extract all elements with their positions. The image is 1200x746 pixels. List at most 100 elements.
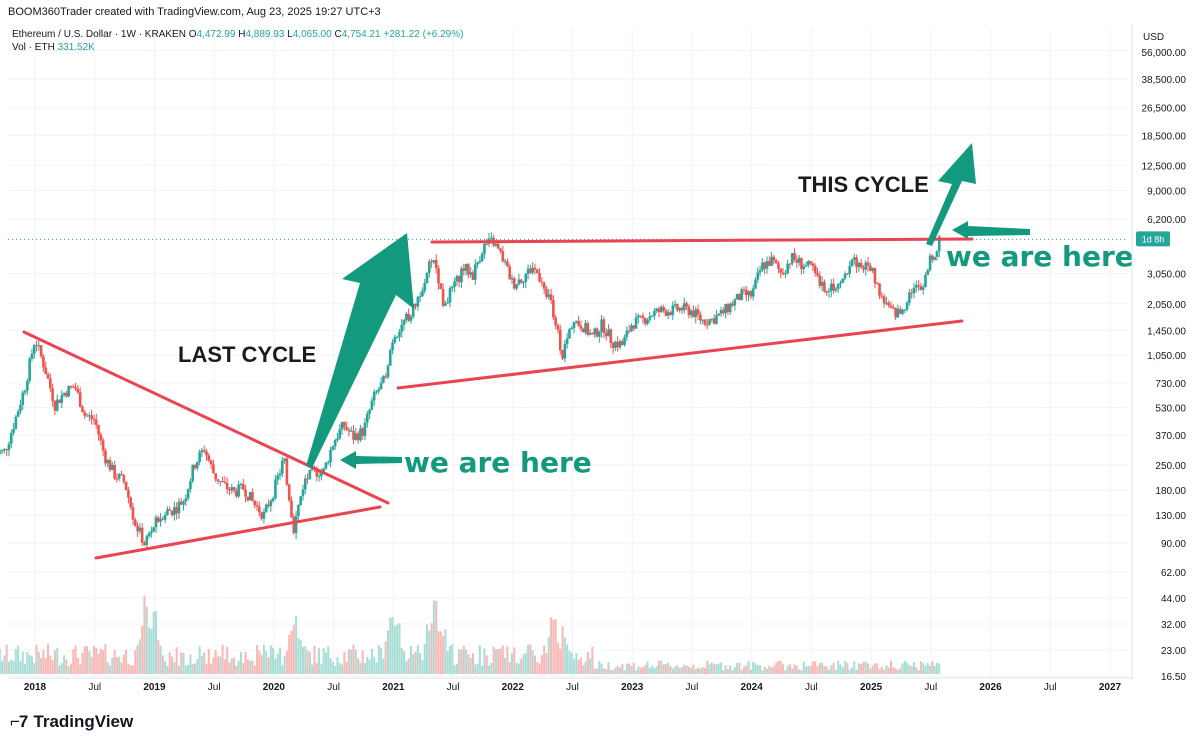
volume-bar <box>292 624 295 674</box>
candle-body <box>200 450 204 453</box>
tradingview-logo[interactable]: ⌐7 TradingView <box>10 712 133 732</box>
candle-body <box>439 283 443 290</box>
volume-bar <box>821 662 824 674</box>
price-axis-tick: 56,000.00 <box>1142 48 1187 59</box>
candle-body <box>563 344 567 359</box>
volume-bar <box>180 652 183 674</box>
candle-body <box>175 507 178 514</box>
price-axis[interactable]: USD 56,000.00 38,500.00 26,500.00 18,500.00 1… <box>1131 24 1187 683</box>
volume-bar <box>97 653 100 674</box>
candle-body <box>26 380 29 391</box>
volume-bar <box>591 646 594 674</box>
candle-body <box>643 317 647 324</box>
volume-bar <box>511 653 514 674</box>
candle-body <box>577 321 580 326</box>
candle-body <box>807 261 810 266</box>
candle-body <box>627 330 631 332</box>
volume-bar <box>485 655 488 674</box>
volume-bar <box>352 644 355 674</box>
candle-body <box>620 341 624 345</box>
legend-c-value: 4,754.21 <box>342 29 384 40</box>
volume-bar <box>246 659 249 674</box>
candle-body <box>568 329 571 339</box>
volume-bar <box>51 660 54 674</box>
volume-bar <box>761 670 764 674</box>
volume-bar <box>596 668 599 674</box>
legend-h-value: 4,889.93 <box>245 29 287 40</box>
volume-bar <box>593 668 596 674</box>
volume-bar <box>297 638 300 674</box>
candle-body <box>253 500 257 506</box>
volume-bar <box>265 651 268 674</box>
candle-body <box>616 341 619 348</box>
volume-bar <box>221 644 224 674</box>
candle-body <box>331 446 335 450</box>
candle-body <box>395 336 399 338</box>
candle-body <box>235 490 238 497</box>
candle-body <box>343 422 346 428</box>
volume-bar <box>550 617 553 674</box>
volume-bar <box>216 656 219 674</box>
volume-bar <box>839 664 842 674</box>
candle-body <box>825 291 829 293</box>
volume-bar <box>5 644 8 674</box>
price-axis-tick: 26,500.00 <box>1142 104 1187 115</box>
volume-bar <box>777 660 780 674</box>
candle-body <box>549 294 553 301</box>
candle-body <box>914 285 918 288</box>
candle-body <box>23 390 27 393</box>
candle-body <box>545 288 548 297</box>
volume-bar <box>862 661 865 674</box>
candle-body <box>161 518 165 520</box>
price-axis-tick: 38,500.00 <box>1142 75 1187 86</box>
volume-bar <box>442 636 445 674</box>
candle-body <box>745 289 748 296</box>
candle-body <box>742 289 746 291</box>
volume-bar <box>506 646 509 674</box>
candle-body <box>558 329 562 351</box>
volume-bar <box>428 630 431 674</box>
volume-bar <box>122 654 125 674</box>
volume-bar <box>19 660 22 674</box>
volume-bar <box>311 664 314 674</box>
candle-body <box>393 336 397 343</box>
volume-bar <box>699 668 702 674</box>
volume-bar <box>242 663 245 674</box>
volume-bar <box>72 649 75 674</box>
legend-change: +281.22 (+6.29%) <box>383 29 463 40</box>
candle-body <box>237 484 240 497</box>
volume-bar <box>136 645 139 674</box>
candle-body <box>862 267 865 270</box>
time-axis-tick: 2023 <box>621 682 644 693</box>
volume-bar <box>515 662 518 674</box>
candle-body <box>869 265 872 272</box>
candle-body <box>581 328 585 333</box>
candle-body <box>588 332 592 335</box>
volume-bar <box>554 619 557 674</box>
candle-body <box>196 461 199 469</box>
volume-bar <box>288 635 291 674</box>
volume-bar <box>811 661 814 674</box>
candle-body <box>685 303 688 307</box>
candle-body <box>878 283 881 296</box>
volume-bar <box>409 646 412 674</box>
candle-body <box>875 283 879 285</box>
time-axis[interactable]: 2018 Jul 2019 Jul 2020 Jul 2021 Jul 2022 Jul 2023 J… <box>8 677 1132 693</box>
candle-body <box>701 319 704 321</box>
candle-body <box>515 284 518 289</box>
annotation-arrows <box>306 143 1030 469</box>
volume-bar <box>412 654 415 674</box>
candle-body <box>92 418 96 420</box>
candle-body <box>820 281 824 286</box>
candle-body <box>795 259 799 263</box>
candle-body <box>460 268 463 283</box>
volume-bar <box>582 665 585 674</box>
volume-bar <box>56 647 59 674</box>
time-axis-tick: 2020 <box>263 682 286 693</box>
volume-bar <box>798 669 801 674</box>
candle-body <box>786 263 789 274</box>
candle-body <box>494 243 498 246</box>
candle-body <box>320 471 323 477</box>
